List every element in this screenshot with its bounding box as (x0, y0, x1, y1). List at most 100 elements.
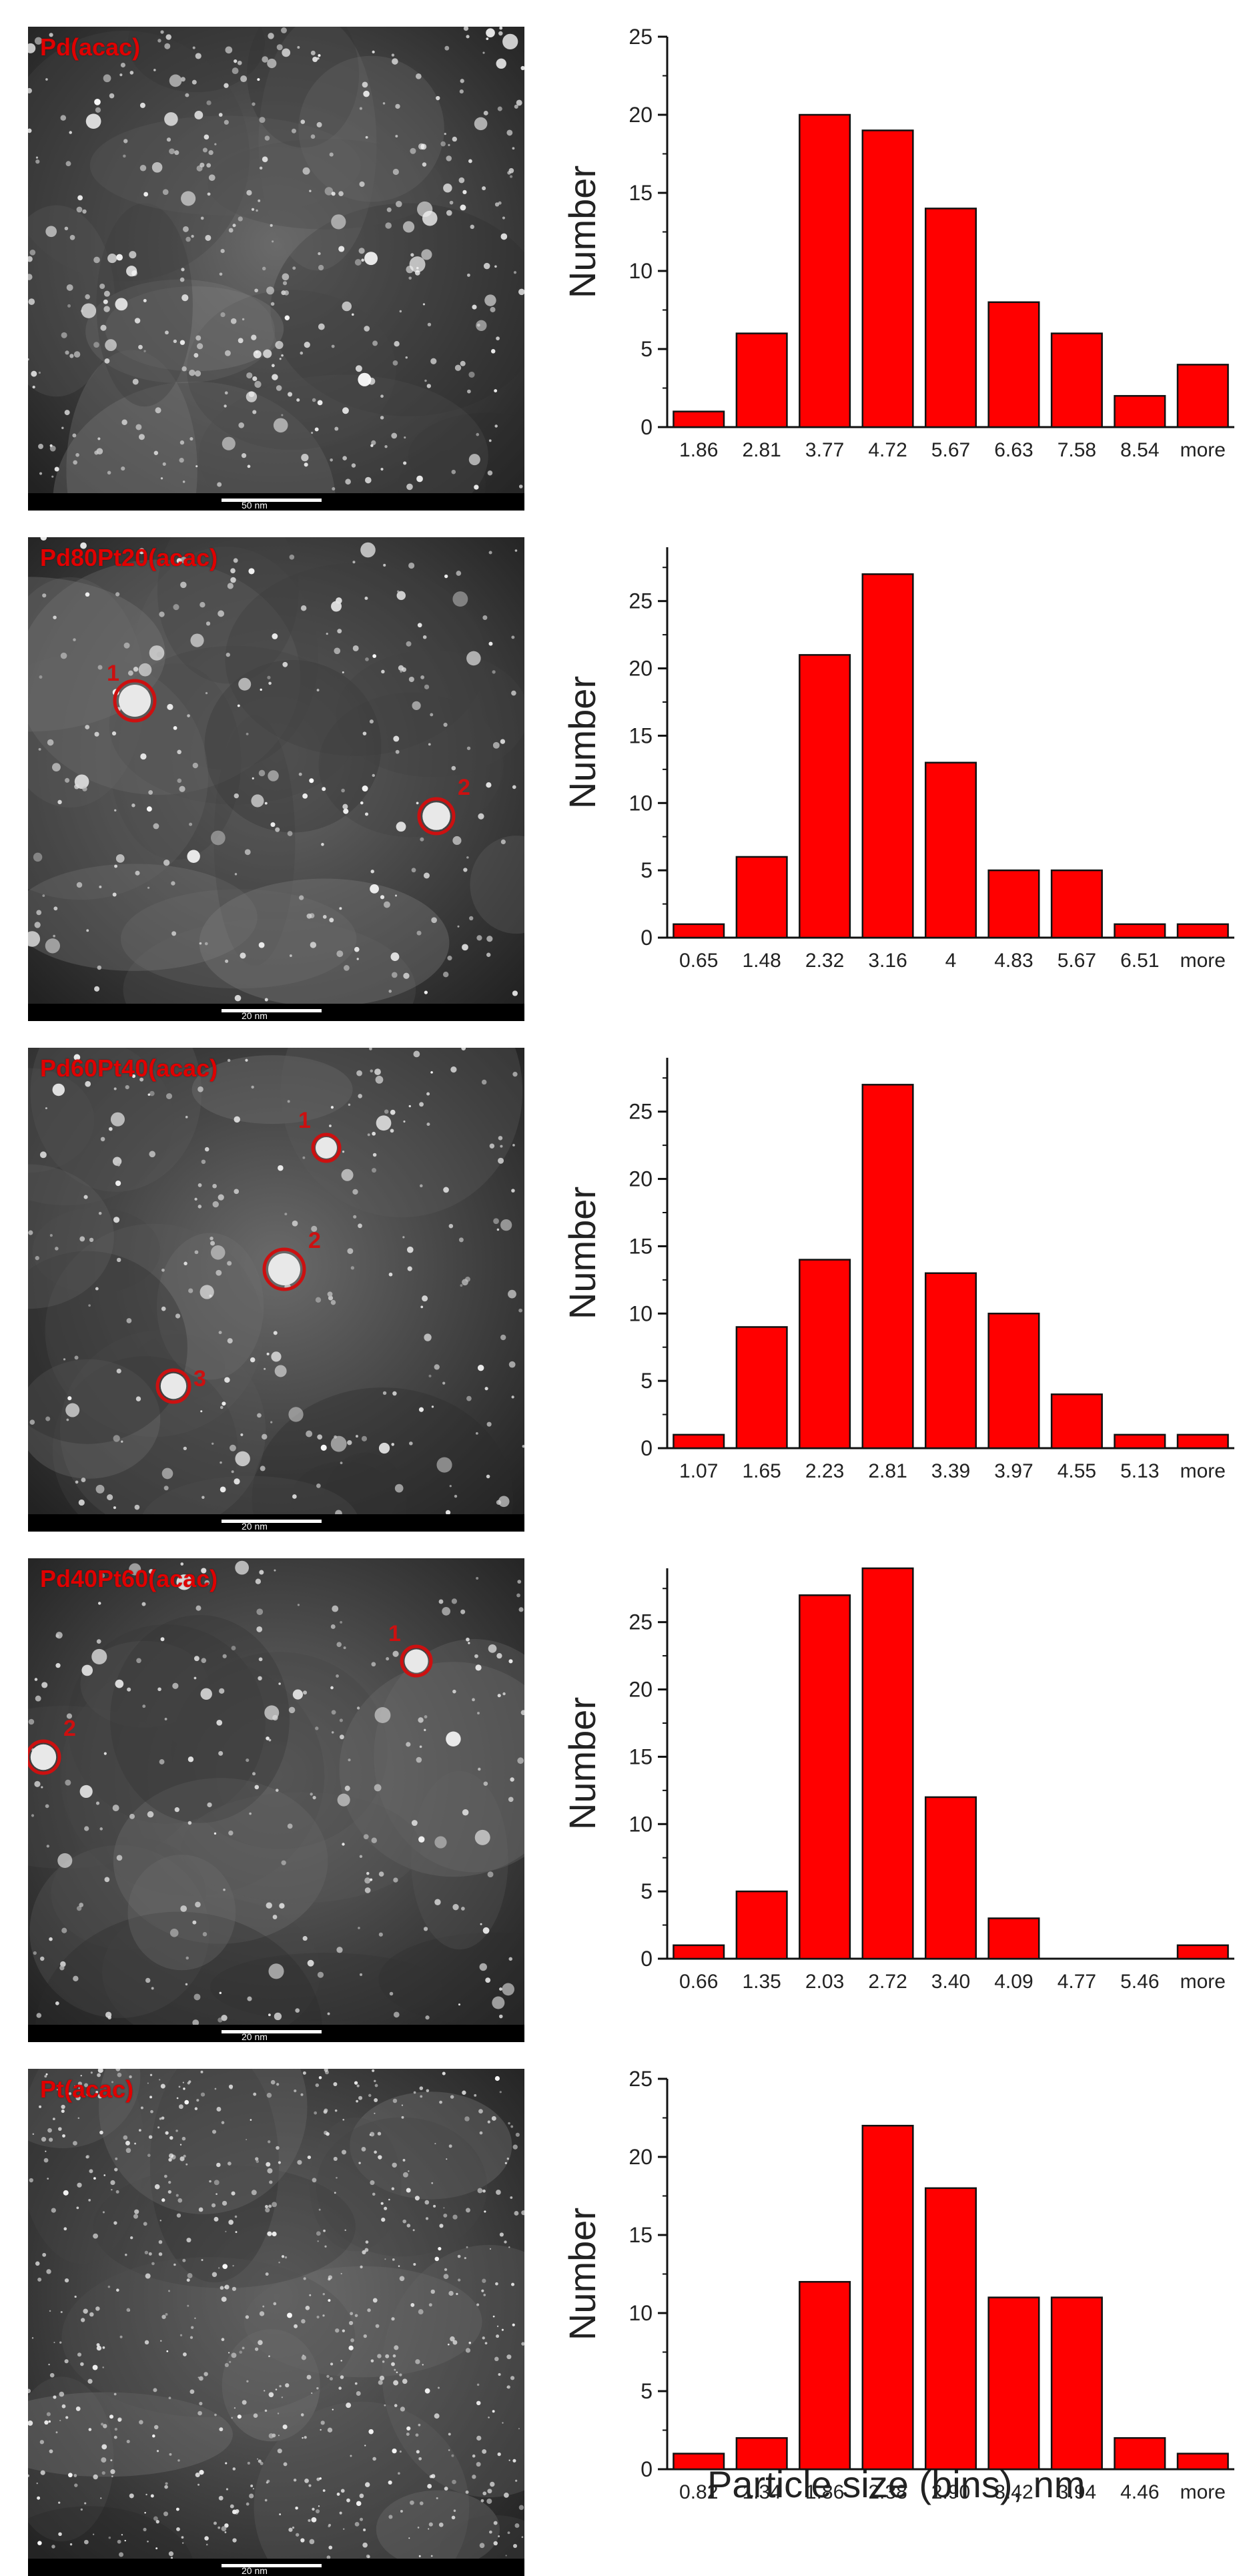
x-tick-label: 1.35 (742, 1971, 781, 1993)
y-tick-label: 15 (629, 723, 653, 747)
x-tick-label: 8.54 (1120, 439, 1159, 461)
scale-bar-line (222, 2564, 322, 2567)
bar (861, 129, 914, 428)
particle-marker-2 (28, 1739, 61, 1775)
scale-bar-text: 20 nm (242, 1010, 268, 1021)
x-tick-label: 4.83 (994, 950, 1033, 972)
bar (1050, 1393, 1103, 1450)
bar (799, 654, 851, 939)
histogram-1: 0 5 10 15 20 25 Number 1.86 2.81 3.77 4.72 5.67 6.63… (554, 25, 1248, 484)
y-tick-label: 10 (629, 791, 653, 815)
tem-image-2: 1 2 Pd80Pt20(acac) 20 nm (28, 537, 524, 1021)
tem-image-3: 1 2 3 Pd60Pt40(acac) 20 nm (28, 1048, 524, 1532)
y-tick-label: 5 (641, 337, 653, 361)
y-tick-label: 0 (641, 1947, 653, 1971)
y-tick-label: 20 (629, 657, 653, 681)
scale-bar-text: 20 nm (242, 1521, 268, 1532)
y-tick-label: 25 (629, 589, 653, 613)
tem-label: Pd80Pt20(acac) (40, 544, 218, 571)
tem-label: Pd60Pt40(acac) (40, 1054, 218, 1082)
scale-bar-text: 50 nm (242, 500, 268, 511)
bar (799, 2280, 851, 2471)
scale-bar-text: 20 nm (242, 2565, 268, 2576)
particle-marker-1 (113, 679, 157, 723)
bar (924, 1796, 977, 1960)
x-tick-label: 0.66 (679, 1971, 718, 1993)
bar (673, 1433, 725, 1450)
y-tick-label: 10 (629, 259, 653, 283)
bar (1114, 923, 1166, 939)
x-tick-label: 1.86 (805, 2481, 844, 2503)
x-tick-label: 3.39 (931, 1460, 970, 1482)
bar (735, 856, 788, 939)
y-tick-label: 25 (629, 2069, 653, 2091)
y-axis-label: Number (561, 2208, 603, 2340)
y-tick-label: 5 (641, 1879, 653, 1903)
x-tick-label: more (1180, 950, 1226, 972)
y-tick-label: 20 (629, 1678, 653, 1702)
bar (1050, 332, 1103, 428)
scale-bar-line (222, 2030, 322, 2033)
y-tick-label: 5 (641, 858, 653, 882)
scale-bar: 20 nm (28, 1004, 524, 1021)
x-tick-label: 4.72 (868, 439, 907, 461)
particle-marker-1 (400, 1644, 433, 1678)
bar (1176, 364, 1229, 428)
y-tick-label: 15 (629, 2223, 653, 2247)
x-tick-label: 5.67 (1058, 950, 1096, 972)
y-tick-label: 0 (641, 926, 653, 950)
x-tick-label: more (1180, 1460, 1226, 1482)
scale-bar-line (222, 1009, 322, 1012)
y-axis-label: Number (561, 676, 603, 809)
particle-marker-label-1: 1 (388, 1621, 401, 1646)
x-tick-label: more (1180, 439, 1226, 461)
particle-marker-label-2: 2 (63, 1716, 76, 1741)
x-tick-label: 6.51 (1120, 950, 1159, 972)
y-tick-label: 5 (641, 1369, 653, 1393)
y-tick-label: 15 (629, 181, 653, 205)
bar (735, 1326, 788, 1450)
bar (735, 332, 788, 428)
histogram-2: 0 5 10 15 20 25 Number 0.65 1.48 2.32 3.16 4 4.83 5.6… (554, 537, 1248, 994)
bar (673, 410, 725, 428)
x-tick-label: 5.46 (1120, 1971, 1159, 1993)
y-axis-label: Number (561, 1697, 603, 1830)
bar (673, 923, 725, 939)
x-tick-label: 4.55 (1058, 1460, 1096, 1482)
particle-marker-3 (155, 1368, 191, 1404)
particle-marker-label-1: 1 (298, 1108, 311, 1133)
bar (1114, 394, 1166, 428)
scale-bar-line (222, 499, 322, 502)
tem-image-5: Pt(acac) 20 nm (28, 2069, 524, 2576)
scale-bar-text: 20 nm (242, 2031, 268, 2042)
y-tick-label: 10 (629, 1812, 653, 1836)
scale-bar: 20 nm (28, 2025, 524, 2042)
bar (1176, 1944, 1229, 1960)
bar (987, 301, 1040, 428)
x-tick-label: 5.67 (931, 439, 970, 461)
bar (1176, 1433, 1229, 1450)
x-tick-label: 1.86 (679, 439, 718, 461)
bar (924, 761, 977, 939)
tem-label: Pd40Pt60(acac) (40, 1565, 218, 1592)
bar (1176, 2453, 1229, 2471)
bar (673, 2453, 725, 2471)
y-tick-label: 10 (629, 1301, 653, 1325)
histogram-3: 0 5 10 15 20 25 Number 1.07 1.65 2.23 2.81 3.39 3.97… (554, 1048, 1248, 1505)
y-tick-label: 0 (641, 1436, 653, 1460)
bar (924, 1272, 977, 1450)
scale-bar: 20 nm (28, 1514, 524, 1532)
x-tick-label: 3.77 (805, 439, 844, 461)
x-tick-label: 4.77 (1058, 1971, 1096, 1993)
y-tick-label: 25 (629, 27, 653, 49)
tem-label: Pd(acac) (40, 33, 141, 61)
x-tick-label: 2.03 (805, 1971, 844, 1993)
bar (735, 1890, 788, 1960)
tem-label: Pt(acac) (40, 2075, 134, 2103)
x-tick-label: 2.38 (868, 2481, 907, 2503)
x-tick-label: 2.81 (868, 1460, 907, 1482)
histogram-4: 0 5 10 15 20 25 Number 0.66 1.35 2.03 2.72 3.40 4.09… (554, 1558, 1248, 2015)
bar (799, 113, 851, 428)
bar (861, 1567, 914, 1960)
x-tick-label: 2.72 (868, 1971, 907, 1993)
